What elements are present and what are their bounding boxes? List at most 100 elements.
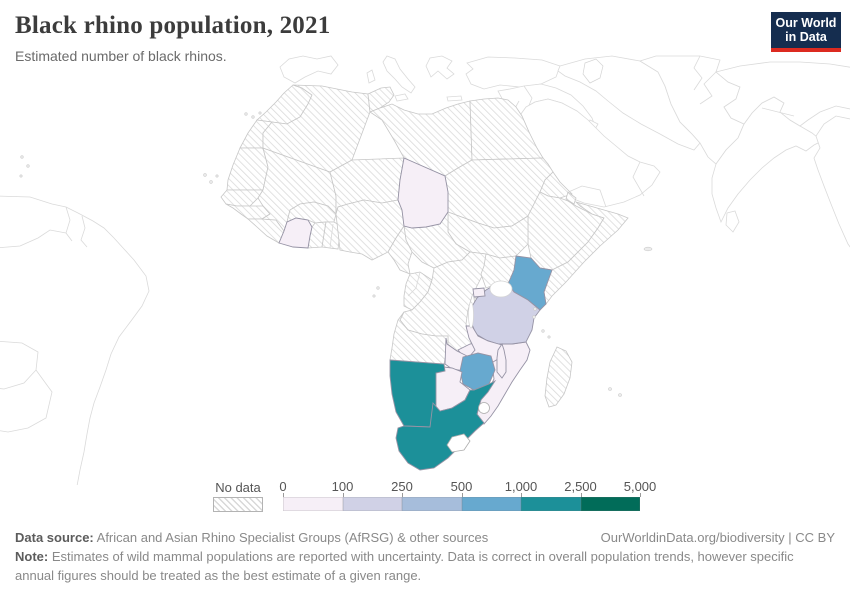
lake-victoria	[490, 281, 512, 297]
legend-tick-label: 5,000	[623, 479, 657, 494]
border-argentina	[0, 370, 52, 432]
country-madagascar[interactable]	[545, 347, 572, 407]
lake-tanganyika	[469, 302, 474, 328]
border-syria-iraq	[524, 86, 532, 108]
legend-tick-mark	[640, 493, 641, 497]
lake-caspian	[583, 59, 603, 83]
island-zanzibar-2	[533, 316, 536, 319]
legend-no-data-swatch[interactable]	[213, 497, 263, 512]
legend-tick-mark	[342, 493, 344, 497]
country-kenya[interactable]	[508, 256, 552, 310]
note-line: Note: Estimates of wild mammal populatio…	[15, 549, 794, 583]
country-turkey	[466, 57, 560, 89]
island-crete	[447, 96, 462, 101]
island-cape-verde	[204, 174, 207, 177]
island-canary	[245, 113, 248, 116]
chart-footer: Data source: African and Asian Rhino Spe…	[15, 529, 835, 586]
owid-logo-line1: Our World	[775, 15, 837, 30]
island-socotra	[644, 247, 652, 251]
legend-bin[interactable]	[521, 497, 581, 511]
data-source-text: African and Asian Rhino Specialist Group…	[93, 530, 489, 545]
island-sao-tome	[377, 287, 380, 290]
island-canary-2	[252, 116, 255, 119]
country-eswatini[interactable]	[479, 403, 490, 414]
owid-logo-line2: in Data	[785, 30, 827, 44]
map-legend: No data 0 100 250 500 1,000 2,500 5,000	[0, 478, 850, 518]
legend-tick-mark	[283, 493, 284, 497]
country-mauritania[interactable]	[227, 148, 268, 190]
country-somalia[interactable]	[544, 202, 628, 304]
world-map	[0, 55, 850, 485]
data-source-label: Data source:	[15, 530, 94, 545]
legend-tick-label: 500	[450, 479, 473, 494]
country-senegal[interactable]	[221, 190, 263, 206]
legend-tick-label: 2,500	[564, 479, 597, 494]
foreign-landmasses	[0, 56, 850, 485]
border-guianas-2	[81, 216, 87, 247]
island-canary-3	[259, 112, 261, 114]
island-cape-verde-3	[216, 175, 218, 177]
border-gabon-congo	[408, 272, 420, 296]
island-sicily	[395, 94, 408, 101]
legend-bin[interactable]	[580, 497, 640, 511]
legend-bin[interactable]	[342, 497, 402, 511]
legend-tick-mark	[580, 493, 582, 497]
island-comoros-2	[548, 336, 550, 338]
lakes-and-islands	[20, 112, 652, 397]
country-greece	[426, 56, 454, 79]
country-malawi[interactable]	[497, 344, 506, 378]
border-guianas	[66, 207, 72, 241]
island-sao-tome-2	[373, 295, 375, 297]
country-spain	[280, 56, 338, 83]
border-oman	[633, 162, 644, 196]
legend-tick-label: 100	[331, 479, 354, 494]
island-atlantic-3	[20, 175, 22, 177]
africa-data-countries	[279, 158, 552, 470]
border-nepal	[762, 108, 794, 116]
country-south-america	[0, 196, 149, 485]
data-source-line: Data source: African and Asian Rhino Spe…	[15, 529, 488, 548]
legend-tick-label: 250	[391, 479, 413, 494]
country-cameroon[interactable]	[388, 226, 412, 274]
border-yemen	[564, 186, 606, 207]
owid-link[interactable]: OurWorldinData.org/biodiversity | CC BY	[600, 530, 835, 545]
owid-logo[interactable]: Our World in Data	[771, 12, 841, 52]
island-mauritius	[619, 394, 622, 397]
region-myanmar-indochina	[814, 116, 850, 254]
island-atlantic	[21, 156, 24, 159]
country-italy	[383, 56, 415, 93]
country-algeria[interactable]	[263, 85, 370, 172]
border-turkmenistan	[694, 56, 702, 90]
legend-tick-mark	[461, 493, 463, 497]
owid-logo-accent-bar	[771, 48, 841, 52]
island-sardinia	[367, 70, 375, 83]
legend-tick-mark	[402, 493, 403, 497]
border-togo-benin	[330, 224, 333, 248]
island-comoros	[542, 330, 545, 333]
page-title: Black rhino population, 2021	[15, 12, 331, 39]
legend-no-data-label: No data	[215, 480, 261, 495]
note-label: Note:	[15, 548, 49, 564]
region-china-himalaya	[716, 62, 850, 126]
legend-tick-label: 1,000	[504, 479, 538, 494]
note-text: Estimates of wild mammal populations are…	[15, 548, 794, 583]
border-venezuela-brazil	[0, 230, 66, 248]
country-lesotho[interactable]	[447, 434, 470, 452]
legend-tick-mark	[521, 493, 522, 497]
legend-bar	[283, 497, 640, 511]
legend-bin[interactable]	[461, 497, 521, 511]
legend-ticks: 0 100 250 500 1,000 2,500 5,000	[279, 478, 656, 497]
legend-bin[interactable]	[402, 497, 462, 511]
country-rwanda[interactable]	[473, 288, 485, 297]
page-subtitle: Estimated number of black rhinos.	[15, 48, 227, 64]
island-zanzibar	[534, 308, 537, 311]
country-chad[interactable]	[398, 158, 448, 228]
legend-bin[interactable]	[283, 497, 343, 511]
border-afghanistan	[700, 72, 716, 104]
island-reunion	[609, 388, 612, 391]
country-cote-divoire[interactable]	[279, 218, 312, 248]
country-djibouti[interactable]	[566, 192, 576, 204]
africa-no-data	[221, 85, 628, 407]
island-cape-verde-2	[210, 181, 213, 184]
